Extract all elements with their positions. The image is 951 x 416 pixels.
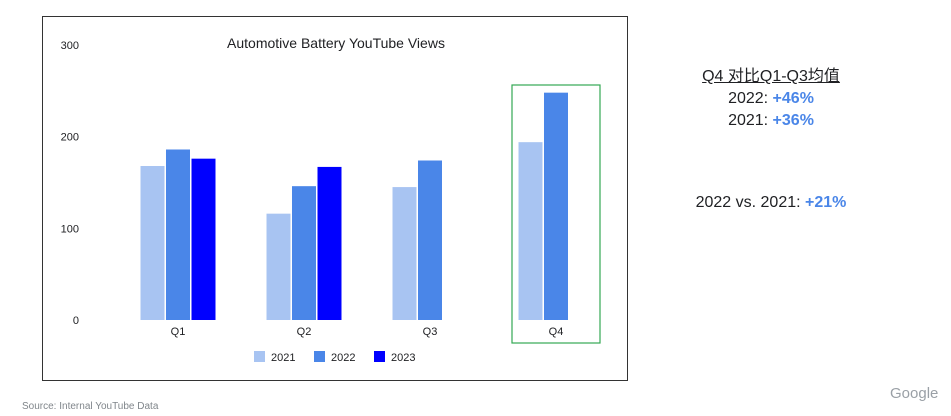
y-tick-label: 300 (61, 40, 79, 52)
bar-q3-2021 (392, 187, 417, 320)
legend: 2021 2022 2023 (254, 351, 415, 364)
highlight-layer (511, 84, 601, 344)
comparison-label: 2022 vs. 2021: (695, 194, 806, 211)
y-tick-label: 0 (73, 315, 79, 327)
chart-title: Automotive Battery YouTube Views (227, 35, 445, 51)
x-tick-label: Q1 (171, 326, 186, 338)
bar-q2-2023 (317, 166, 342, 320)
bar-q4-2021 (518, 142, 543, 320)
x-tick-label: Q4 (549, 326, 564, 338)
summary-row-2022: 2022: +46% (640, 88, 902, 110)
bar-q3-2022 (418, 160, 442, 320)
bar-q1-2021 (140, 166, 165, 320)
legend-label: 2021 (271, 352, 295, 364)
y-tick-label: 100 (61, 223, 79, 235)
bar-q4-2022 (544, 92, 568, 321)
x-tick-label: Q2 (297, 326, 312, 338)
summary-heading: Q4 对比Q1-Q3均值 (702, 68, 840, 85)
legend-label: 2023 (391, 352, 415, 364)
source-note: Source: Internal YouTube Data (22, 401, 159, 412)
bar-q2-2022 (292, 186, 316, 320)
summary-row-value: +36% (772, 112, 814, 129)
summary-row-value: +46% (772, 90, 814, 107)
legend-swatch (314, 351, 325, 362)
summary-panel: Q4 对比Q1-Q3均值 2022: +46% 2021: +36% 2022 … (640, 66, 902, 214)
y-axis-ticks: 0 100 200 300 (61, 40, 79, 327)
x-axis-ticks: Q1 Q2 Q3 Q4 (171, 326, 564, 338)
bar-chart: Automotive Battery YouTube Views 0 100 200… (61, 35, 601, 364)
bar-q1-2023 (191, 158, 216, 320)
x-tick-label: Q3 (423, 326, 438, 338)
legend-label: 2022 (331, 352, 355, 364)
bar-q1-2022 (166, 149, 190, 320)
legend-swatch (254, 351, 265, 362)
google-logo: Google (890, 385, 939, 402)
bar-q2-2021 (266, 213, 291, 320)
bars-layer (140, 92, 568, 321)
legend-swatch (374, 351, 385, 362)
comparison-value: +21% (805, 194, 847, 211)
comparison-line: 2022 vs. 2021: +21% (640, 192, 902, 214)
y-tick-label: 200 (61, 132, 79, 144)
summary-row-label: 2022: (728, 90, 773, 107)
chart-frame: Automotive Battery YouTube Views 0 100 200… (42, 16, 628, 381)
summary-row-label: 2021: (728, 112, 773, 129)
summary-row-2021: 2021: +36% (640, 110, 902, 132)
highlight-box (511, 84, 601, 344)
